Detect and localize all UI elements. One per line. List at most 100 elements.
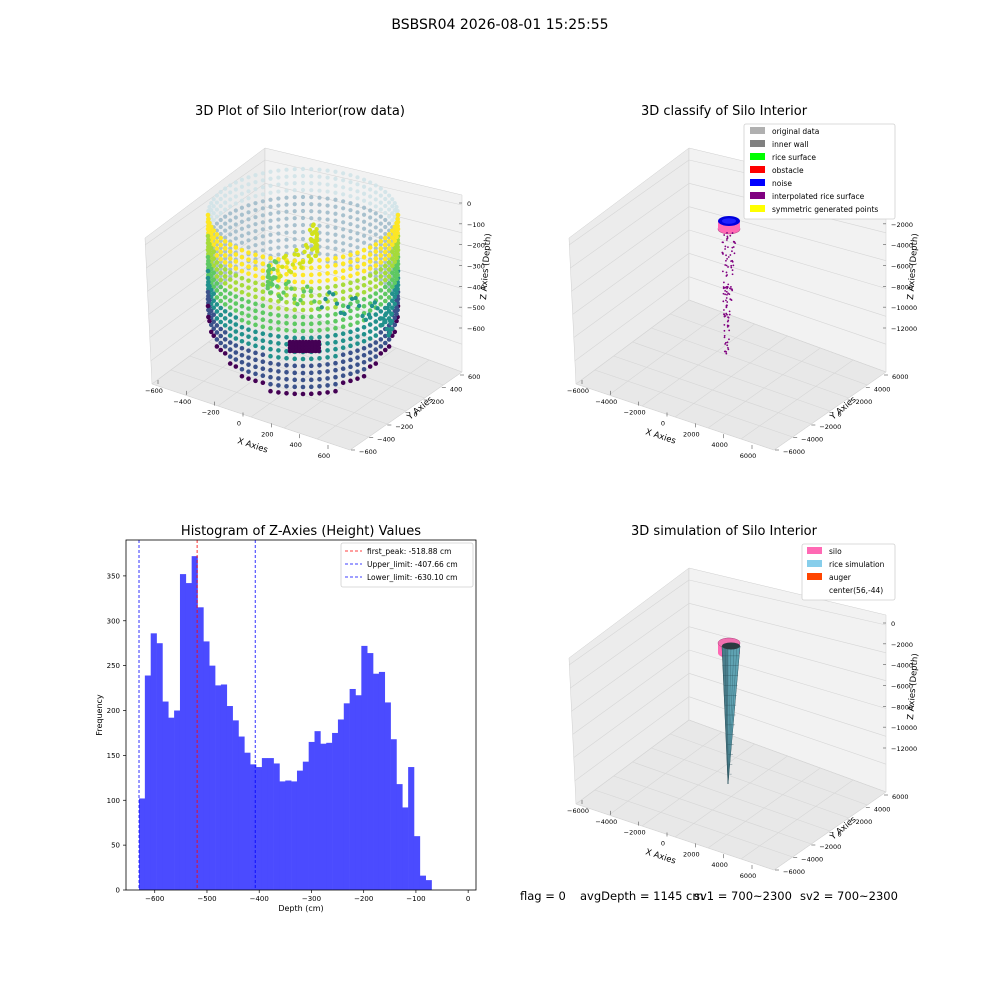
- legend-label: interpolated rice surface: [772, 192, 865, 201]
- panel4-z-tick-label: −4000: [891, 662, 913, 670]
- histogram-bar: [355, 695, 362, 890]
- histogram-bar: [419, 875, 426, 890]
- panel1-points: [205, 166, 401, 397]
- panel3-ref-lines: [138, 540, 256, 890]
- panel2-x-tick-label: −6000: [567, 387, 589, 395]
- histogram-bar: [220, 684, 228, 890]
- histogram-bar: [332, 732, 339, 890]
- histogram-bar: [203, 641, 210, 890]
- panel1-x-tick-label: 0: [237, 420, 241, 428]
- y-tick-label: 250: [107, 662, 120, 670]
- panel1-y-ticks: −600−400−2000 200 400 600: [351, 373, 480, 456]
- panel2-y-tick-label: 2000: [856, 398, 873, 406]
- panel4-y-tick-label: −2000: [819, 843, 841, 851]
- panel4-grid: [568, 579, 887, 871]
- histogram-bar: [256, 767, 263, 890]
- histogram-bar: [413, 836, 421, 890]
- panel2-z-tick-label: −8000: [891, 283, 913, 291]
- histogram-bar: [261, 758, 269, 890]
- panel2-z-tick-label: −4000: [891, 242, 913, 250]
- footer-flag: flag = 0: [520, 889, 566, 903]
- histogram-bar: [139, 798, 146, 890]
- y-tick-label: 0: [116, 887, 120, 895]
- histogram-bar: [291, 781, 298, 890]
- panel4-z-tick-label: −12000: [891, 745, 917, 753]
- panel2-grid: [568, 159, 887, 451]
- panel4-z-tick-label: 0: [891, 620, 895, 628]
- legend-swatch: [750, 127, 765, 134]
- legend-label: first_peak: -518.88 cm: [367, 547, 451, 556]
- histogram-bar: [250, 764, 257, 890]
- panel4-x-tick-label: 6000: [740, 872, 757, 880]
- histogram-bar: [402, 807, 409, 890]
- y-tick-label: 300: [107, 617, 120, 625]
- panel2-y-tick-label: −2000: [819, 423, 841, 431]
- panel2-x-tick-label: 0: [661, 420, 665, 428]
- histogram-bar: [174, 710, 181, 890]
- panel1-z-tick-label: −200: [467, 242, 485, 250]
- panel1-y-tick-label: 200: [432, 398, 444, 406]
- histogram-bar: [425, 880, 432, 890]
- panel3-ylabel: Frequency: [95, 694, 104, 736]
- panel4-z-tick-label: −2000: [891, 641, 913, 649]
- legend-swatch: [750, 205, 765, 212]
- panel1-z-tick-label: −500: [467, 304, 485, 312]
- y-tick-label: 50: [111, 842, 120, 850]
- panel2-z-tick-label: −12000: [891, 325, 917, 333]
- legend-swatch: [750, 179, 765, 186]
- panel1-z-tick-label: −300: [467, 263, 485, 271]
- histogram-bar: [156, 643, 163, 890]
- legend-swatch: [807, 586, 822, 593]
- panel1-x-tick-label: 200: [261, 430, 273, 438]
- panel2-x-tick-label: 4000: [711, 441, 728, 449]
- panel3-x-ticks: −600 −500 −400 −300 −200 −100 0: [145, 890, 470, 903]
- histogram-bar: [378, 671, 386, 890]
- x-tick-label: −500: [197, 895, 216, 903]
- panel2-z-tick-label: −10000: [891, 304, 917, 312]
- panel1-z-tick-label: −100: [467, 221, 485, 229]
- histogram-bar: [232, 720, 239, 890]
- panel2-y-tick-label: −6000: [783, 448, 805, 456]
- histogram-bar: [349, 688, 356, 890]
- histogram-bar: [373, 673, 380, 890]
- panel4-y-tick-label: 2000: [856, 818, 873, 826]
- histogram-bar: [267, 758, 274, 890]
- histogram-bar: [337, 719, 345, 890]
- panel2-silo-top: [717, 216, 741, 235]
- panel1-x-ticks: −600 −400 −200 0 200 400 600: [145, 380, 330, 460]
- panel1-y-tick-label: 0: [414, 411, 418, 419]
- legend-swatch: [750, 166, 765, 173]
- histogram-bar: [296, 770, 304, 890]
- x-tick-label: −300: [302, 895, 321, 903]
- panel1-xlabel: X Axies: [236, 436, 269, 455]
- panel4-z-tick-label: −6000: [891, 683, 913, 691]
- panel1-y-tick-label: 400: [450, 386, 462, 394]
- legend-label: symmetric generated points: [772, 205, 878, 214]
- histogram-bar: [390, 739, 397, 890]
- histogram-bar: [396, 784, 403, 890]
- panel2-x-tick-label: −4000: [595, 398, 617, 406]
- panel4-x-tick-label: 2000: [683, 850, 700, 858]
- panel1-x-tick-label: −600: [145, 387, 163, 395]
- panel4-title: 3D simulation of Silo Interior: [631, 524, 817, 539]
- panel4-x-tick-label: 0: [661, 840, 665, 848]
- panel1-y-tick-label: −200: [395, 423, 413, 431]
- histogram-bar: [244, 752, 251, 890]
- panel3-bars: [139, 556, 432, 890]
- legend-swatch: [750, 140, 765, 147]
- panel4-y-tick-label: 0: [838, 831, 842, 839]
- panel2-interpolated-points: [721, 231, 737, 355]
- histogram-bar: [308, 741, 315, 890]
- histogram-bar: [408, 767, 415, 890]
- histogram-bar: [343, 703, 350, 890]
- panel4-x-tick-label: −6000: [567, 807, 589, 815]
- y-tick-label: 100: [107, 797, 120, 805]
- panel2-z-tick-label: −6000: [891, 263, 913, 271]
- y-tick-label: 350: [107, 572, 120, 580]
- legend-swatch: [807, 547, 822, 554]
- histogram-bar: [326, 742, 333, 890]
- legend-label: Upper_limit: -407.66 cm: [367, 560, 458, 569]
- panel3-frame: [125, 539, 477, 891]
- panel4-xlabel: X Axies: [644, 847, 677, 866]
